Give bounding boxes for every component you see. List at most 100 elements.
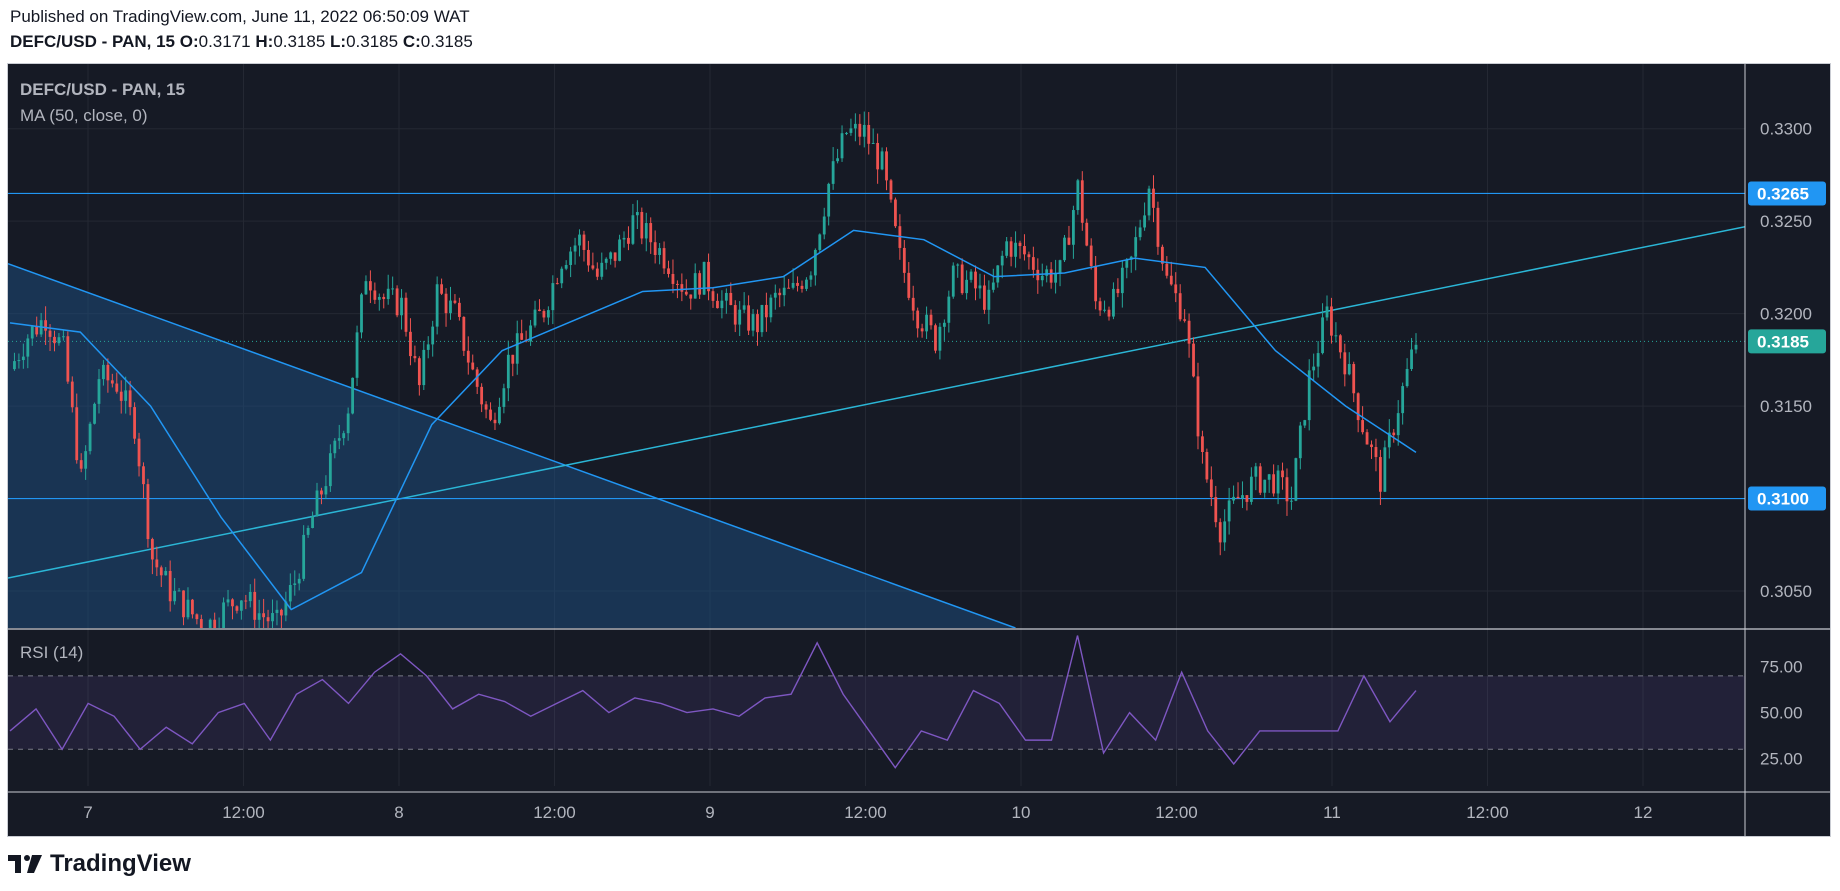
- low-label: L:: [330, 32, 347, 51]
- candle-body: [186, 599, 190, 618]
- candle-body: [475, 369, 479, 387]
- candle-body: [680, 284, 684, 292]
- candle-body: [1414, 344, 1418, 350]
- candle-body: [395, 288, 399, 316]
- candle-body: [79, 460, 83, 469]
- candle-body: [827, 183, 831, 217]
- candle-body: [1085, 222, 1089, 246]
- candle-body: [698, 273, 702, 295]
- candle-body: [1000, 255, 1004, 266]
- tradingview-logo[interactable]: TradingView: [8, 850, 191, 878]
- candle-body: [929, 314, 933, 326]
- candle-body: [226, 599, 230, 603]
- candle-body: [876, 142, 880, 170]
- candle-body: [667, 268, 670, 274]
- price-chart[interactable]: 0.3300 0.3250 0.3200 0.3150 0.3100 0.3050 75.…: [8, 64, 1830, 836]
- time-tick-label: 12:00: [222, 803, 265, 822]
- candle-body: [404, 297, 408, 332]
- open-value: 0.3171: [198, 32, 251, 51]
- candle-body: [969, 271, 973, 280]
- candle-body: [337, 438, 341, 441]
- candle-body: [635, 212, 639, 216]
- descending-trendline[interactable]: [8, 263, 1016, 628]
- candle-body: [1236, 496, 1240, 499]
- candle-body: [1067, 237, 1071, 245]
- legend-symbol[interactable]: DEFC/USD - PAN, 15: [20, 80, 185, 99]
- candle-body: [560, 268, 564, 284]
- candle-body: [796, 282, 799, 286]
- candle-body: [306, 527, 310, 535]
- rsi-axis[interactable]: 75.00 50.00 25.00: [1760, 658, 1803, 769]
- candle-body: [324, 486, 328, 495]
- candle-body: [1379, 457, 1382, 492]
- candle-body: [88, 423, 92, 452]
- candle-body: [604, 258, 608, 263]
- candle-body: [649, 223, 653, 243]
- candle-body: [1401, 386, 1405, 414]
- candle-body: [1365, 432, 1369, 445]
- legend-rsi[interactable]: RSI (14): [20, 643, 83, 662]
- candle-body: [1120, 267, 1124, 294]
- candle-body: [595, 268, 599, 277]
- candle-body: [983, 285, 986, 310]
- candle-body: [1196, 376, 1200, 437]
- high-label: H:: [255, 32, 274, 51]
- ascending-trendline[interactable]: [8, 225, 1745, 579]
- candle-body: [30, 326, 34, 339]
- candle-body: [297, 578, 301, 584]
- open-label: O:: [179, 32, 199, 51]
- resistance-price-tag-bg: [1748, 181, 1826, 206]
- candle-body: [622, 237, 626, 240]
- candle-body: [498, 406, 501, 424]
- support-price-tag: 0.3100: [1757, 490, 1809, 509]
- candle-body: [248, 591, 252, 602]
- candle-body: [311, 516, 314, 528]
- candle-body: [444, 293, 448, 314]
- candle-body: [529, 325, 532, 342]
- candle-body: [75, 407, 79, 461]
- candle-body: [182, 590, 185, 618]
- time-tick-label: 10: [1012, 803, 1031, 822]
- candle-body: [239, 600, 243, 611]
- candle-body: [422, 349, 426, 386]
- time-tick-label: 8: [394, 803, 403, 822]
- candle-body: [480, 386, 484, 405]
- legend-ma[interactable]: MA (50, close, 0): [20, 106, 148, 125]
- candle-body: [618, 239, 621, 261]
- candle-body: [1370, 444, 1373, 448]
- candle-body: [756, 314, 759, 333]
- candle-body: [907, 272, 911, 298]
- candle-body: [1392, 432, 1396, 436]
- candle-body: [1303, 420, 1307, 426]
- candle-body: [965, 279, 969, 294]
- candle-body: [1334, 335, 1338, 337]
- candle-body: [671, 273, 675, 284]
- candle-body: [1227, 500, 1231, 522]
- candle-body: [57, 337, 61, 344]
- candle-body: [871, 142, 875, 144]
- candle-body: [707, 261, 710, 292]
- candle-body: [1156, 207, 1160, 247]
- candle-body: [409, 331, 412, 357]
- candle-body: [867, 124, 871, 144]
- candle-body: [400, 297, 403, 316]
- support-price-tag-bg: [1748, 486, 1826, 511]
- candle-body: [382, 296, 386, 300]
- candle-body: [284, 601, 288, 616]
- candle-body: [1343, 352, 1347, 375]
- candle-body: [1249, 476, 1253, 502]
- candle-body: [1325, 306, 1329, 318]
- candle-body: [53, 336, 56, 344]
- time-axis[interactable]: 7 12:00 8 12:00 9 12:00 10 12:00 11 12:00 12: [83, 803, 1652, 822]
- candle-body: [466, 350, 470, 363]
- candle-body: [1049, 269, 1053, 283]
- publish-header: Published on TradingView.com, June 11, 2…: [0, 0, 1840, 62]
- candle-body: [1356, 393, 1360, 421]
- time-tick-label: 12:00: [1466, 803, 1509, 822]
- candle-body: [1218, 522, 1222, 543]
- low-value: 0.3185: [346, 32, 399, 51]
- candle-body: [1201, 436, 1204, 453]
- candle-body: [1071, 210, 1075, 245]
- candle-body: [244, 600, 248, 602]
- candle-body: [831, 161, 835, 184]
